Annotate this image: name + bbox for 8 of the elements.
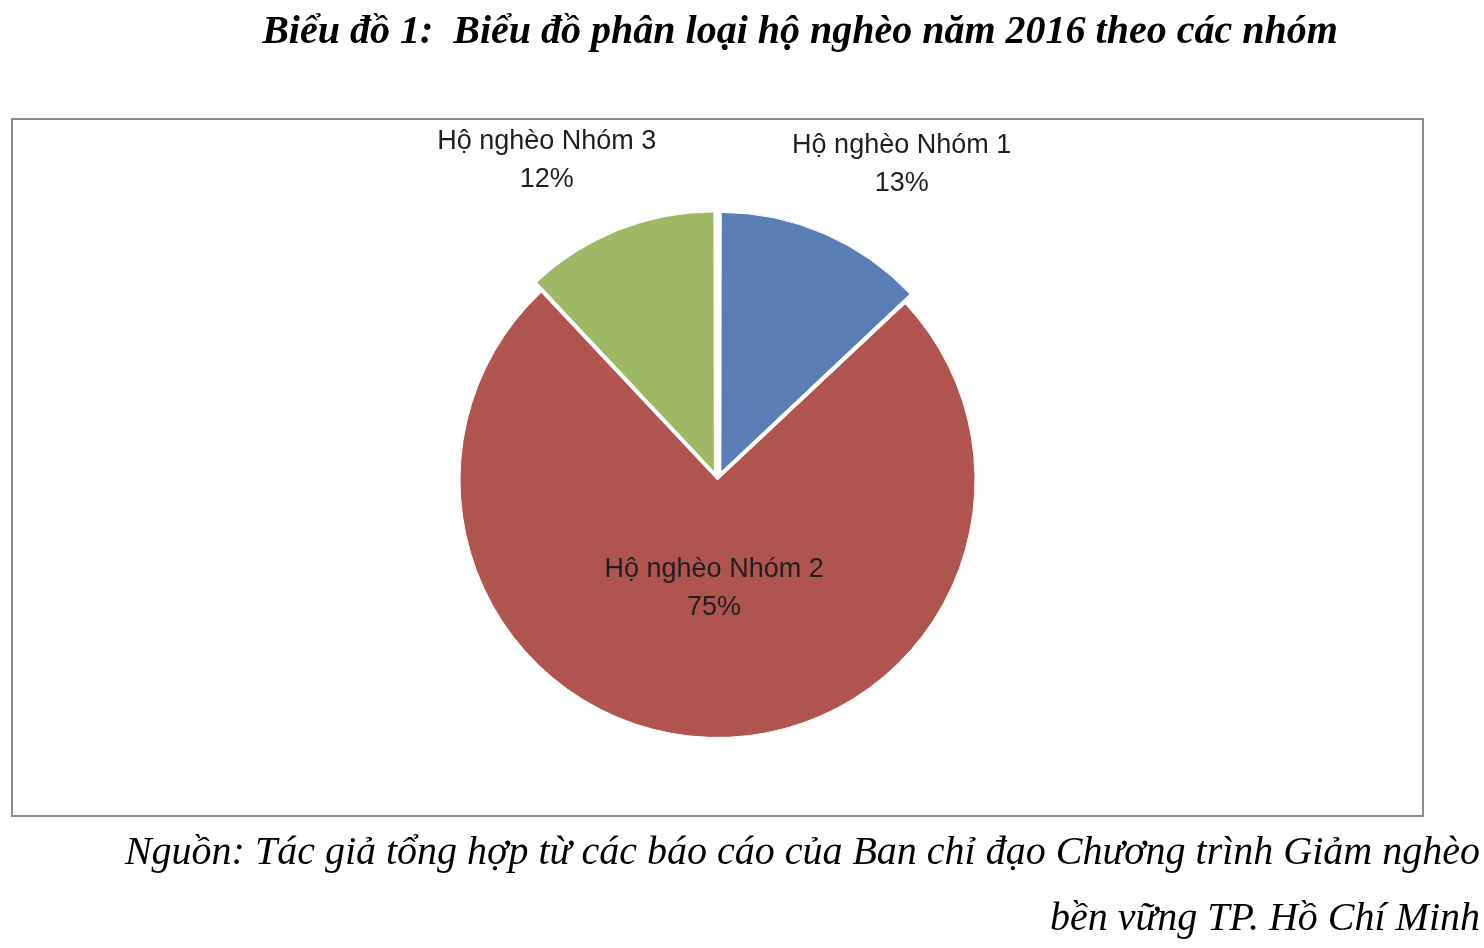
slice-label: Hộ nghèo Nhóm 2 <box>604 552 824 583</box>
data-label: 12% <box>519 163 574 194</box>
data-label: 75% <box>687 590 742 621</box>
data-label: 13% <box>874 167 929 198</box>
slice-label: Hộ nghèo Nhóm 1 <box>792 129 1012 160</box>
slice-label: Hộ nghèo Nhóm 3 <box>437 125 657 156</box>
chart-title: Biểu đồ 1: Biểu đồ phân loại hộ nghèo năm 2016 theo các nhóm <box>261 6 1339 53</box>
text: Nguồn: Tác giả tổng hợp từ các báo cáo của Ban chỉ đạo Chương trình Giảm nghèo bền vững TP. Hồ Chí Minh <box>123 827 1480 941</box>
